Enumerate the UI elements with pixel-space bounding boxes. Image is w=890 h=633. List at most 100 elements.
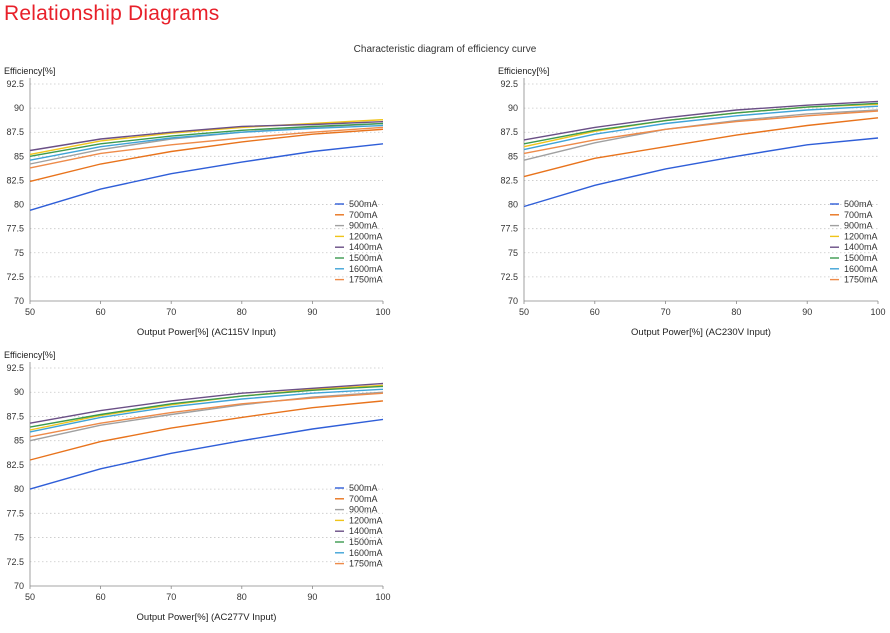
y-tick-label: 77.5 — [500, 224, 518, 234]
x-tick-label: 90 — [307, 307, 317, 317]
y-tick-label: 77.5 — [6, 508, 24, 518]
legend-entry: 500mA — [349, 199, 378, 209]
x-tick-label: 60 — [96, 592, 106, 602]
y-tick-label: 85 — [508, 151, 518, 161]
efficiency-chart-ac230v: Efficiency[%] 70 72.5 75 77.5 80 82.5 85 87.5 90 9… — [498, 66, 886, 338]
legend-entry: 900mA — [349, 505, 378, 515]
series-line-500mA — [29, 143, 384, 211]
x-tick-label: 50 — [25, 592, 35, 602]
x-tick-label: 100 — [375, 592, 390, 602]
x-tick-label: 100 — [375, 307, 390, 317]
series-line-1400mA — [29, 382, 384, 424]
y-tick-label: 72.5 — [6, 272, 24, 282]
legend-entry: 1500mA — [844, 253, 878, 263]
legend-entry: 1200mA — [844, 231, 878, 241]
series-line-1600mA — [29, 388, 384, 433]
x-tick-label: 90 — [307, 592, 317, 602]
legend-entry: 900mA — [844, 221, 873, 231]
x-axis-label: Output Power[%] (AC230V Input) — [631, 327, 771, 338]
legend-entry: 900mA — [349, 221, 378, 231]
y-axis-label: Efficiency[%] — [4, 66, 55, 76]
y-tick-label: 75 — [508, 248, 518, 258]
legend-entry: 500mA — [349, 483, 378, 493]
x-axis-label: Output Power[%] (AC115V Input) — [137, 327, 276, 338]
series-line-1400mA — [523, 100, 879, 141]
legend-entry: 1200mA — [349, 231, 383, 241]
legend-entry: 1500mA — [349, 537, 383, 547]
legend-entry: 700mA — [844, 210, 873, 220]
legend-entry: 1600mA — [349, 548, 383, 558]
chart-ac277v: Efficiency[%] 70 72.5 75 77.5 80 82.5 85 87.5 90 9… — [0, 346, 395, 633]
series-line-500mA — [29, 418, 384, 490]
x-tick-label: 60 — [590, 307, 600, 317]
page-subtitle: Characteristic diagram of efficiency cur… — [353, 44, 537, 55]
series-line-1750mA — [29, 392, 384, 438]
y-tick-label: 72.5 — [500, 272, 518, 282]
y-tick-label: 82.5 — [500, 175, 518, 185]
legend-entry: 1400mA — [349, 242, 383, 252]
y-tick-label: 92.5 — [6, 79, 24, 89]
series-line-1600mA — [29, 124, 384, 161]
x-tick-label: 100 — [870, 307, 885, 317]
series-line-1600mA — [523, 105, 879, 151]
series-line-1200mA — [29, 119, 384, 156]
x-tick-label: 80 — [731, 307, 741, 317]
x-tick-label: 90 — [802, 307, 812, 317]
legend-entry: 1750mA — [349, 275, 383, 285]
legend-entry: 1400mA — [844, 242, 878, 252]
x-tick-label: 80 — [237, 307, 247, 317]
efficiency-chart-ac115v: Efficiency[%] 70 72.5 75 77.5 80 82.5 85 87.5 90 9… — [4, 66, 391, 338]
y-tick-label: 87.5 — [6, 127, 24, 137]
y-tick-label: 90 — [508, 103, 518, 113]
x-tick-label: 50 — [25, 307, 35, 317]
y-tick-label: 80 — [14, 200, 24, 210]
series-line-1500mA — [523, 102, 879, 145]
chart-ac230v: Efficiency[%] 70 72.5 75 77.5 80 82.5 85 87.5 90 9… — [474, 62, 886, 349]
legend-entry: 1600mA — [349, 264, 383, 274]
x-tick-label: 70 — [166, 307, 176, 317]
chart-ac115v: Efficiency[%] 70 72.5 75 77.5 80 82.5 85 87.5 90 9… — [0, 62, 395, 349]
y-tick-label: 92.5 — [500, 79, 518, 89]
x-tick-label: 70 — [166, 592, 176, 602]
y-tick-label: 87.5 — [6, 411, 24, 421]
y-tick-label: 85 — [14, 436, 24, 446]
legend-entry: 1400mA — [349, 526, 383, 536]
series-line-700mA — [29, 128, 384, 183]
legend-entry: 500mA — [844, 199, 873, 209]
legend-entry: 700mA — [349, 494, 378, 504]
y-tick-label: 92.5 — [6, 363, 24, 373]
y-axis-label: Efficiency[%] — [4, 350, 55, 360]
y-tick-label: 70 — [14, 296, 24, 306]
y-tick-label: 87.5 — [500, 127, 518, 137]
y-tick-label: 77.5 — [6, 224, 24, 234]
series-line-1500mA — [29, 122, 384, 157]
y-tick-label: 90 — [14, 387, 24, 397]
x-tick-label: 80 — [237, 592, 247, 602]
page-title: Relationship Diagrams — [4, 2, 220, 25]
x-tick-label: 70 — [661, 307, 671, 317]
series-line-900mA — [29, 391, 384, 442]
series-line-1400mA — [29, 120, 384, 152]
x-tick-label: 50 — [519, 307, 529, 317]
series-line-1750mA — [523, 110, 879, 155]
y-axis-label: Efficiency[%] — [498, 66, 549, 76]
y-tick-label: 70 — [508, 296, 518, 306]
series-line-500mA — [523, 137, 879, 208]
y-tick-label: 80 — [508, 200, 518, 210]
y-tick-label: 72.5 — [6, 557, 24, 567]
series-line-1750mA — [29, 126, 384, 169]
y-tick-label: 70 — [14, 581, 24, 591]
y-tick-label: 80 — [14, 484, 24, 494]
y-tick-label: 90 — [14, 103, 24, 113]
legend-entry: 1500mA — [349, 253, 383, 263]
series-line-700mA — [29, 400, 384, 461]
legend-entry: 1750mA — [349, 559, 383, 569]
y-tick-label: 82.5 — [6, 460, 24, 470]
y-tick-label: 85 — [14, 151, 24, 161]
series-line-700mA — [523, 117, 879, 178]
legend-entry: 700mA — [349, 210, 378, 220]
legend-entry: 1750mA — [844, 275, 878, 285]
legend-entry: 1200mA — [349, 515, 383, 525]
legend-entry: 1600mA — [844, 264, 878, 274]
efficiency-chart-ac277v: Efficiency[%] 70 72.5 75 77.5 80 82.5 85 87.5 90 9… — [4, 350, 391, 623]
